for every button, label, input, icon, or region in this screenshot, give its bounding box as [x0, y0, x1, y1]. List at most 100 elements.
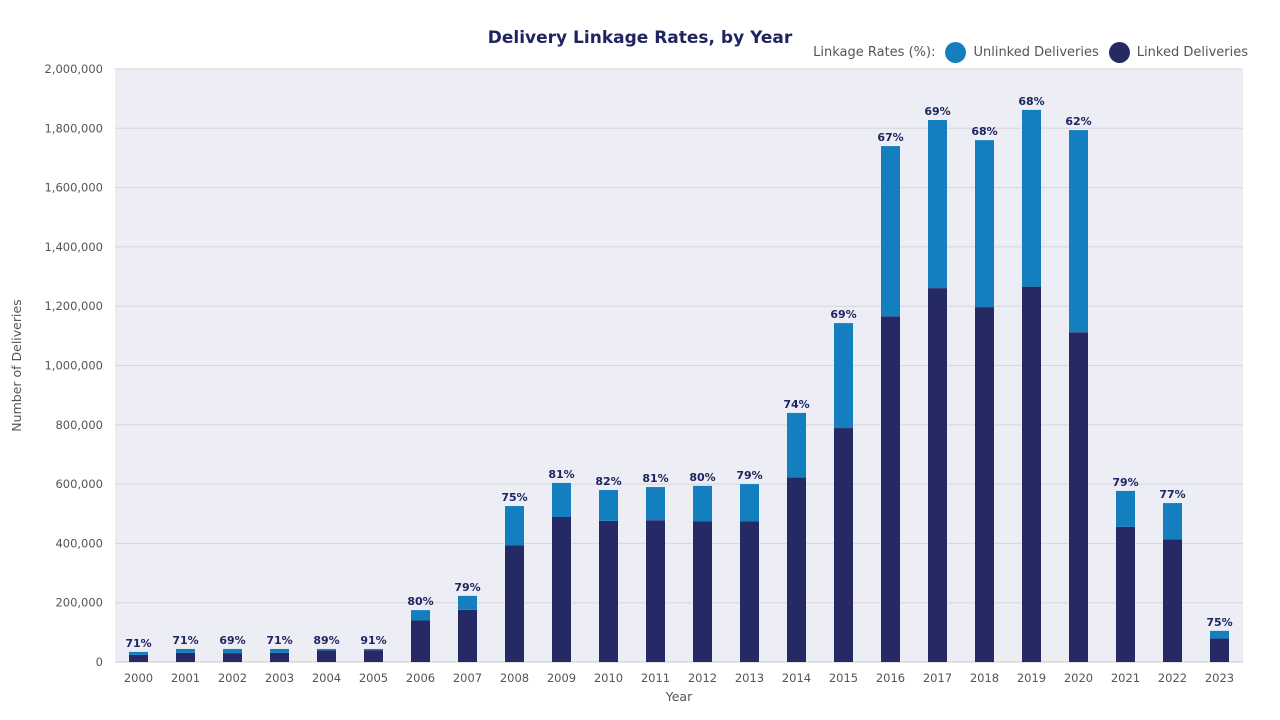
y-tick-label: 800,000 — [55, 418, 103, 432]
bar-unlinked — [270, 648, 289, 653]
bar-linked — [740, 521, 759, 662]
y-tick-label: 600,000 — [55, 477, 103, 491]
data-label: 75% — [1206, 616, 1232, 629]
bar-linked — [1069, 332, 1088, 662]
data-label: 79% — [1112, 476, 1138, 489]
y-tick-label: 1,600,000 — [44, 181, 103, 195]
bar-unlinked — [928, 119, 947, 289]
x-tick-label: 2012 — [688, 671, 717, 685]
bar-linked — [787, 477, 806, 662]
bar-unlinked — [552, 482, 571, 518]
legend-label-unlinked: Unlinked Deliveries — [973, 45, 1099, 60]
bar-linked — [411, 620, 430, 662]
bar-linked — [552, 517, 571, 662]
bar-unlinked — [881, 146, 900, 317]
data-label: 69% — [924, 105, 950, 118]
y-tick-label: 1,000,000 — [44, 359, 103, 373]
y-tick-label: 0 — [96, 655, 103, 669]
data-label: 77% — [1159, 488, 1185, 501]
data-label: 62% — [1065, 115, 1091, 128]
bar-unlinked — [129, 651, 148, 655]
bar-linked — [693, 521, 712, 662]
bar-linked — [646, 520, 665, 662]
x-tick-label: 2020 — [1064, 671, 1093, 685]
bar-linked — [458, 609, 477, 662]
x-tick-label: 2005 — [359, 671, 388, 685]
bar-linked — [1210, 638, 1229, 662]
x-axis-title: Year — [665, 689, 693, 704]
x-tick-label: 2014 — [782, 671, 811, 685]
x-tick-label: 2023 — [1205, 671, 1234, 685]
chart-title: Delivery Linkage Rates, by Year — [487, 28, 793, 48]
data-label: 71% — [172, 634, 198, 647]
bar-unlinked — [646, 487, 665, 521]
bar-linked — [364, 650, 383, 662]
bar-linked — [223, 653, 242, 662]
legend-title: Linkage Rates (%): — [813, 45, 936, 60]
x-tick-label: 2015 — [829, 671, 858, 685]
bar-unlinked — [740, 484, 759, 522]
data-label: 81% — [642, 472, 668, 485]
bar-linked — [1022, 286, 1041, 662]
x-tick-label: 2000 — [124, 671, 153, 685]
bar-linked — [1163, 539, 1182, 662]
x-tick-label: 2001 — [171, 671, 200, 685]
x-tick-label: 2013 — [735, 671, 764, 685]
data-label: 80% — [407, 595, 433, 608]
x-tick-label: 2011 — [641, 671, 670, 685]
x-tick-label: 2021 — [1111, 671, 1140, 685]
x-tick-label: 2008 — [500, 671, 529, 685]
bar-unlinked — [176, 648, 195, 653]
data-label: 71% — [125, 637, 151, 650]
x-tick-label: 2003 — [265, 671, 294, 685]
bar-unlinked — [458, 595, 477, 610]
x-tick-label: 2002 — [218, 671, 247, 685]
x-tick-label: 2017 — [923, 671, 952, 685]
data-label: 67% — [877, 131, 903, 144]
data-label: 91% — [360, 634, 386, 647]
bar-unlinked — [364, 648, 383, 651]
bar-linked — [928, 288, 947, 662]
data-label: 75% — [501, 491, 527, 504]
bar-unlinked — [223, 648, 242, 654]
data-label: 82% — [595, 475, 621, 488]
bar-unlinked — [317, 648, 336, 651]
data-label: 81% — [548, 468, 574, 481]
legend-label-linked: Linked Deliveries — [1136, 45, 1248, 60]
bar-unlinked — [1069, 130, 1088, 333]
data-label: 68% — [971, 125, 997, 138]
bar-linked — [317, 650, 336, 662]
y-tick-label: 1,400,000 — [44, 240, 103, 254]
x-tick-label: 2007 — [453, 671, 482, 685]
bar-unlinked — [1022, 109, 1041, 287]
bar-linked — [881, 316, 900, 662]
y-tick-label: 1,200,000 — [44, 299, 103, 313]
data-label: 69% — [219, 634, 245, 647]
bar-unlinked — [787, 412, 806, 478]
bar-linked — [270, 652, 289, 662]
data-label: 68% — [1018, 95, 1044, 108]
legend-swatch-unlinked — [945, 42, 967, 63]
data-label: 79% — [454, 581, 480, 594]
bar-unlinked — [599, 490, 618, 521]
x-tick-label: 2004 — [312, 671, 341, 685]
bar-unlinked — [1163, 503, 1182, 540]
data-label: 80% — [689, 471, 715, 484]
bar-unlinked — [975, 140, 994, 308]
y-tick-label: 400,000 — [55, 536, 103, 550]
x-tick-label: 2022 — [1158, 671, 1187, 685]
bar-unlinked — [693, 485, 712, 522]
y-tick-label: 1,800,000 — [44, 121, 103, 135]
bar-unlinked — [1116, 490, 1135, 527]
bar-linked — [176, 652, 195, 662]
bar-linked — [1116, 526, 1135, 662]
bar-unlinked — [1210, 630, 1229, 639]
bar-linked — [599, 520, 618, 662]
x-tick-label: 2010 — [594, 671, 623, 685]
data-label: 79% — [736, 469, 762, 482]
data-label: 74% — [783, 398, 809, 411]
bar-unlinked — [505, 506, 524, 546]
data-label: 71% — [266, 634, 292, 647]
data-label: 89% — [313, 634, 339, 647]
